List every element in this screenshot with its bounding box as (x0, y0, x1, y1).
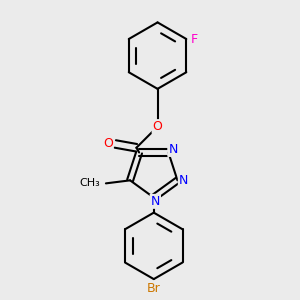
Text: Br: Br (147, 282, 160, 295)
Text: N: N (179, 174, 188, 187)
Text: N: N (168, 143, 178, 156)
Text: F: F (190, 32, 197, 46)
Text: N: N (151, 195, 160, 208)
Text: O: O (103, 137, 113, 151)
Text: CH₃: CH₃ (79, 178, 100, 188)
Text: O: O (153, 120, 163, 133)
